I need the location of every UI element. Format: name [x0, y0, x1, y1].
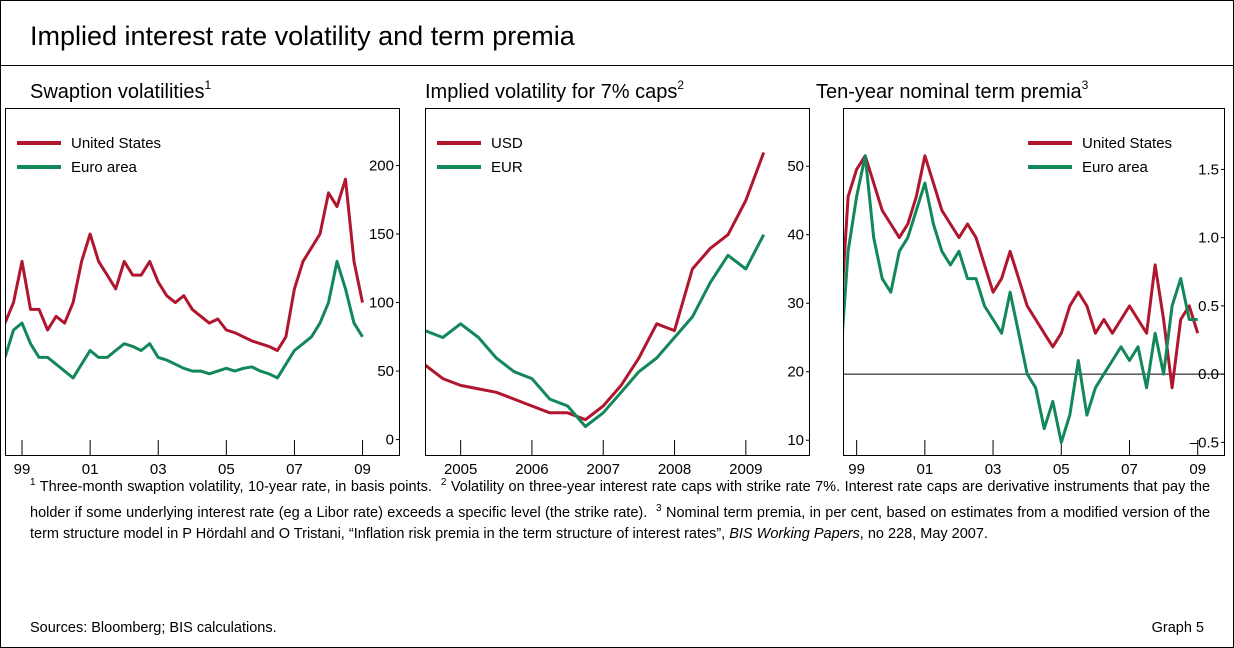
series-line — [426, 234, 766, 428]
footnotes: 1 Three-month swaption volatility, 10-ye… — [30, 472, 1210, 545]
note-text: Three-month swaption volatility, 10-year… — [39, 478, 432, 495]
y-tick-label: 0.5 — [1198, 298, 1219, 315]
x-tick-label: 07 — [1121, 461, 1138, 478]
panel-title-text: Ten-year nominal term premia — [816, 81, 1083, 103]
y-tick-label: 1.5 — [1198, 161, 1219, 178]
legend-label: Euro area — [71, 159, 138, 176]
note-text: , no 228, May 2007. — [859, 525, 988, 542]
panel-title-note: 2 — [677, 78, 684, 92]
plot-frame — [5, 108, 400, 456]
x-tick-label: 01 — [82, 461, 99, 478]
graph-label: Graph 5 — [1151, 620, 1204, 636]
x-tick-label: 05 — [1053, 461, 1070, 478]
series-line — [844, 154, 1200, 390]
sources: Sources: Bloomberg; BIS calculations. — [30, 620, 277, 636]
legend-label: USD — [491, 135, 523, 152]
x-tick-label: 99 — [14, 461, 31, 478]
series-line — [6, 259, 364, 380]
x-tick-label: 01 — [917, 461, 934, 478]
x-tick-label: 05 — [218, 461, 235, 478]
series-line — [426, 151, 766, 422]
y-tick-label: 1.0 — [1198, 230, 1219, 247]
x-tick-label: 2009 — [729, 461, 762, 478]
y-tick-label: 200 — [369, 158, 394, 175]
y-tick-label: 150 — [369, 226, 394, 243]
y-tick-label: 50 — [787, 158, 804, 175]
note-marker: 2 — [440, 477, 447, 488]
note-marker: 1 — [30, 477, 36, 488]
note-marker: 3 — [656, 502, 662, 514]
note-text: Nominal term premia, in per cent, based … — [30, 504, 1211, 542]
y-tick-label: 10 — [787, 432, 804, 449]
plot-frame — [843, 108, 1225, 456]
y-tick-label: 0 — [386, 432, 394, 449]
x-tick-label: 2008 — [658, 461, 691, 478]
note-italic: BIS Working Papers — [729, 525, 860, 542]
panel-title-note: 1 — [205, 78, 212, 92]
chart-title: Implied interest rate volatility and ter… — [30, 21, 576, 51]
panel-title: Implied volatility for 7% caps2 — [425, 78, 684, 103]
note-text: Volatility on three-year interest rate c… — [30, 478, 1211, 521]
legend-label: Euro area — [1082, 159, 1149, 176]
y-tick-label: –0.5 — [1190, 434, 1219, 451]
y-tick-label: 100 — [369, 295, 394, 312]
series-line — [6, 177, 364, 352]
y-tick-label: 20 — [787, 364, 804, 381]
panel-title-text: Swaption volatilities — [30, 81, 205, 103]
x-tick-label: 09 — [1189, 461, 1206, 478]
x-tick-label: 99 — [848, 461, 865, 478]
legend-label: United States — [1082, 135, 1172, 152]
x-tick-label: 03 — [150, 461, 167, 478]
series-line — [844, 154, 1198, 444]
y-tick-label: 30 — [787, 295, 804, 312]
panel-title: Swaption volatilities1 — [30, 78, 212, 103]
y-tick-label: 50 — [377, 363, 394, 380]
x-tick-label: 2007 — [587, 461, 620, 478]
legend-label: United States — [71, 135, 161, 152]
x-tick-label: 09 — [354, 461, 371, 478]
plot-frame — [425, 108, 810, 456]
panel-title-note: 3 — [1082, 78, 1089, 92]
x-tick-label: 07 — [286, 461, 303, 478]
x-tick-label: 2005 — [444, 461, 477, 478]
x-tick-label: 2006 — [515, 461, 548, 478]
panel-title: Ten-year nominal term premia3 — [816, 78, 1089, 103]
legend-label: EUR — [491, 159, 523, 176]
y-tick-label: 40 — [787, 227, 804, 244]
panel-title-text: Implied volatility for 7% caps — [425, 81, 677, 103]
x-tick-label: 03 — [985, 461, 1002, 478]
